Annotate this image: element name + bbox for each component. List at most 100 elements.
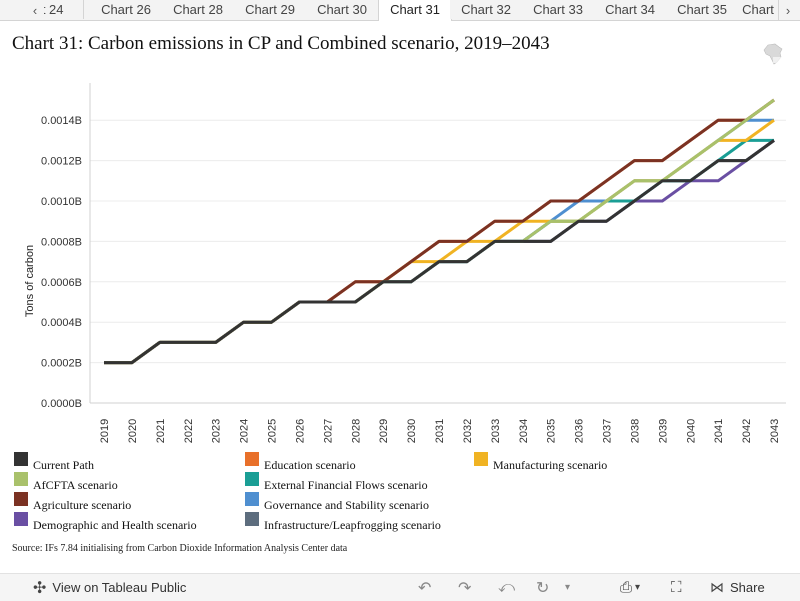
share-label: Share (730, 580, 765, 595)
x-tick-label: 2019 (99, 419, 111, 443)
y-axis-ticks: 0.0000B 0.0002B 0.0004B 0.0006B 0.0008B 0.001… (41, 115, 82, 410)
revert-icon[interactable]: ⤺ (498, 578, 516, 596)
legend-label: AfCFTA scenario (33, 478, 118, 492)
tab-item[interactable]: Chart 34 (594, 0, 667, 19)
tab-bar: rt 24 Chart 26 Chart 28 Chart 29 Chart 30 Cha… (0, 0, 800, 21)
legend-label: Governance and Stability scenario (264, 498, 429, 512)
page-title: Chart 31: Carbon emissions in CP and Com… (12, 33, 550, 54)
x-tick-label: 2021 (155, 419, 167, 443)
y-tick-label: 0.0014B (41, 115, 82, 127)
x-tick-label: 2032 (462, 419, 474, 443)
series-line[interactable] (104, 98, 775, 365)
y-tick-label: 0.0006B (41, 277, 82, 289)
bottom-toolbar: ✣ View on Tableau Public ↶ ↷ ⤺ ↻ ▾ ⎙ ▾ ⛶… (0, 573, 800, 601)
fullscreen-icon[interactable]: ⛶ (671, 579, 682, 596)
redo-icon[interactable]: ↷ (458, 579, 472, 597)
x-tick-label: 2030 (406, 419, 418, 443)
y-tick-label: 0.0002B (41, 358, 82, 370)
x-tick-label: 2022 (183, 419, 195, 443)
legend-label: Infrastructure/Leapfrogging scenario (264, 518, 441, 532)
legend-swatch (14, 492, 28, 506)
x-tick-label: 2043 (769, 419, 781, 443)
share-icon: ⋈ (710, 579, 724, 595)
view-on-tableau-link[interactable]: ✣ View on Tableau Public (33, 574, 186, 601)
x-tick-label: 2042 (741, 419, 753, 443)
series-line[interactable] (104, 98, 775, 365)
x-tick-label: 2036 (574, 419, 586, 443)
x-tick-label: 2029 (378, 419, 390, 443)
x-tick-label: 2035 (546, 419, 558, 443)
chart-legend: Current Path Education scenario Manufactur… (0, 452, 800, 532)
tab-item[interactable]: Chart 33 (522, 0, 595, 19)
source-note: Source: IFs 7.84 initialising from Carbo… (12, 543, 348, 554)
y-tick-label: 0.0012B (41, 156, 82, 168)
y-axis-label: Tons of carbon (24, 245, 36, 317)
legend-item[interactable]: Infrastructure/Leapfrogging scenario (245, 512, 441, 532)
y-tick-label: 0.0008B (41, 236, 82, 248)
legend-item[interactable]: Education scenario (245, 452, 356, 472)
tab-item[interactable]: Chart 35 (666, 0, 739, 19)
tab-item[interactable]: Chart 26 (90, 0, 163, 19)
x-tick-label: 2041 (713, 419, 725, 443)
legend-label: Agriculture scenario (33, 498, 132, 512)
x-tick-label: 2038 (629, 419, 641, 443)
legend-swatch (14, 512, 28, 526)
x-axis-ticks: 2019 2020 2021 2022 2023 2024 2025 2026 2027 2028… (99, 419, 781, 443)
x-tick-label: 2024 (239, 419, 251, 443)
x-tick-label: 2027 (322, 419, 334, 443)
x-tick-label: 2026 (294, 419, 306, 443)
legend-item[interactable]: Demographic and Health scenario (14, 512, 197, 532)
legend-item[interactable]: Current Path (14, 452, 94, 472)
refresh-icon[interactable]: ↻ (536, 579, 550, 597)
chart-axes (89, 83, 786, 404)
tab-item[interactable]: Chart 31 (378, 0, 452, 21)
download-icon: ⎙ (620, 579, 633, 596)
tab-item[interactable]: Chart 28 (162, 0, 235, 19)
y-tick-label: 0.0004B (41, 317, 82, 329)
series-line[interactable] (104, 98, 775, 365)
chart-series (104, 98, 775, 365)
chevron-left-icon[interactable]: ‹ (26, 0, 44, 20)
x-tick-label: 2039 (657, 419, 669, 443)
legend-item[interactable]: Governance and Stability scenario (245, 492, 429, 512)
download-button[interactable]: ⎙ ▾ (620, 574, 640, 601)
legend-label: Manufacturing scenario (493, 458, 608, 472)
x-tick-label: 2037 (602, 419, 614, 443)
tab-item[interactable]: Chart 29 (234, 0, 307, 19)
chevron-down-icon: ▾ (635, 582, 641, 593)
x-tick-label: 2034 (518, 419, 530, 443)
x-tick-label: 2040 (685, 419, 697, 443)
legend-swatch (245, 492, 259, 506)
legend-label: External Financial Flows scenario (264, 478, 428, 492)
chevron-down-icon[interactable]: ▾ (565, 582, 571, 593)
x-tick-label: 2020 (127, 419, 139, 443)
y-tick-label: 0.0000B (41, 398, 82, 410)
legend-swatch (245, 512, 259, 526)
legend-label: Current Path (33, 458, 94, 472)
legend-item[interactable]: AfCFTA scenario (14, 472, 118, 492)
tab-item[interactable]: Chart (738, 0, 779, 19)
series-line[interactable] (104, 139, 775, 365)
legend-item[interactable]: Manufacturing scenario (474, 452, 608, 472)
legend-swatch (14, 472, 28, 486)
line-chart: 0.0000B 0.0002B 0.0004B 0.0006B 0.0008B 0.001… (24, 83, 786, 443)
africa-map-logo-icon (763, 43, 785, 65)
tableau-logo-icon: ✣ (33, 579, 47, 597)
x-tick-label: 2025 (267, 419, 279, 443)
legend-swatch (245, 452, 259, 466)
x-tick-label: 2028 (350, 419, 362, 443)
x-tick-label: 2033 (490, 419, 502, 443)
legend-item[interactable]: Agriculture scenario (14, 492, 132, 512)
legend-label: Education scenario (264, 458, 356, 472)
legend-label: Demographic and Health scenario (33, 518, 197, 532)
share-button[interactable]: ⋈ Share (710, 574, 765, 601)
view-on-tableau-label: View on Tableau Public (52, 580, 187, 595)
legend-swatch (245, 472, 259, 486)
tab-item[interactable]: Chart 32 (450, 0, 523, 19)
undo-icon[interactable]: ↶ (418, 579, 432, 597)
tab-item[interactable]: Chart 30 (306, 0, 379, 19)
x-tick-label: 2031 (434, 419, 446, 443)
chevron-right-icon[interactable]: › (778, 0, 797, 20)
x-tick-label: 2023 (211, 419, 223, 443)
legend-item[interactable]: External Financial Flows scenario (245, 472, 428, 492)
